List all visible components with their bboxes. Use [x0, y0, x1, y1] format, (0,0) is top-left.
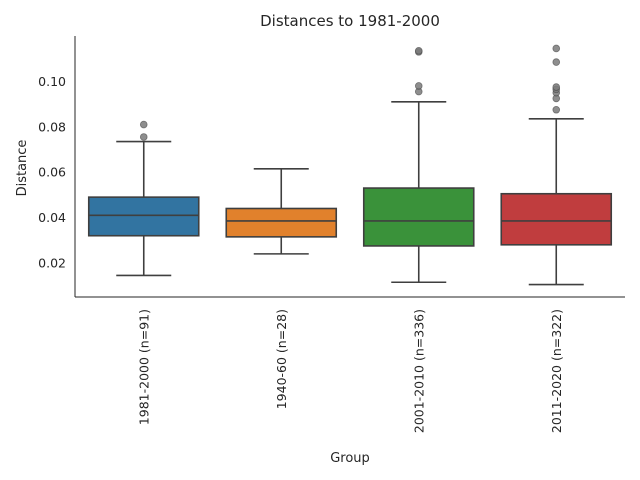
box-iqr — [362, 187, 475, 247]
box-3 — [362, 46, 475, 284]
box-2 — [225, 167, 338, 255]
outlier-point — [414, 82, 423, 90]
outlier-point — [552, 58, 561, 66]
outlier-point — [139, 133, 148, 141]
outlier-point — [139, 120, 148, 129]
y-axis-title: Distance — [15, 140, 30, 197]
outlier-point — [552, 83, 561, 91]
outlier-point — [552, 44, 561, 53]
x-axis-title: Group — [330, 451, 370, 466]
x-axis: 1981-2000 (n=91) 1940-60 (n=28) 2001-2010 … — [75, 296, 625, 433]
box-1 — [87, 120, 200, 277]
y-tick-label: 0.06 — [38, 165, 66, 180]
y-axis: 0.02 0.04 0.06 0.08 0.10 — [38, 36, 76, 297]
y-tick-label: 0.10 — [38, 74, 66, 89]
outlier-point — [552, 105, 561, 114]
x-tick-label: 2001-2010 (n=336) — [411, 309, 426, 433]
y-tick-label: 0.02 — [38, 255, 66, 270]
chart-title: Distances to 1981-2000 — [260, 12, 440, 30]
x-tick-label: 1981-2000 (n=91) — [136, 309, 151, 425]
x-tick-label: 2011-2020 (n=322) — [549, 309, 564, 433]
plot-area — [87, 44, 613, 286]
outlier-point — [414, 46, 423, 55]
box-iqr — [225, 207, 338, 238]
box-4 — [500, 44, 613, 286]
box-iqr — [87, 196, 200, 237]
y-tick-label: 0.04 — [38, 210, 66, 225]
x-tick-label: 1940-60 (n=28) — [274, 309, 289, 409]
y-tick-label: 0.08 — [38, 119, 66, 134]
box-iqr — [500, 192, 613, 246]
